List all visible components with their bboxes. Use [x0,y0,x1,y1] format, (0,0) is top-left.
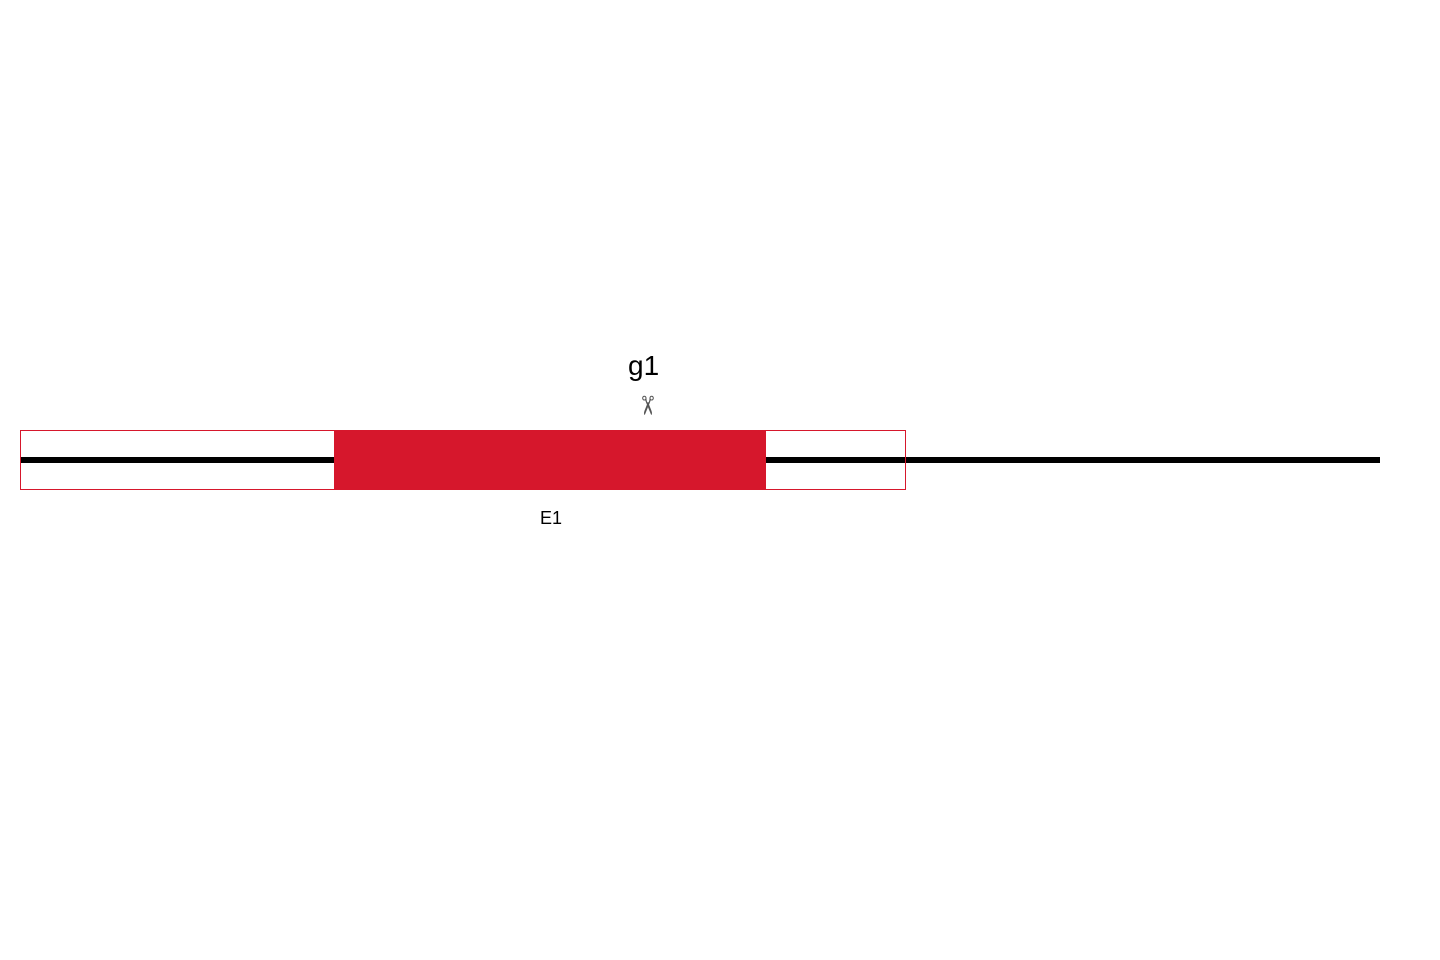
scissors-icon: ✂ [631,395,662,417]
exon-label: E1 [540,508,562,529]
guide-rna-label: g1 [628,350,659,382]
gene-diagram: E1 g1 ✂ [0,0,1440,960]
baseline-segment-right [906,457,1380,463]
exon-filled-region [334,430,766,490]
